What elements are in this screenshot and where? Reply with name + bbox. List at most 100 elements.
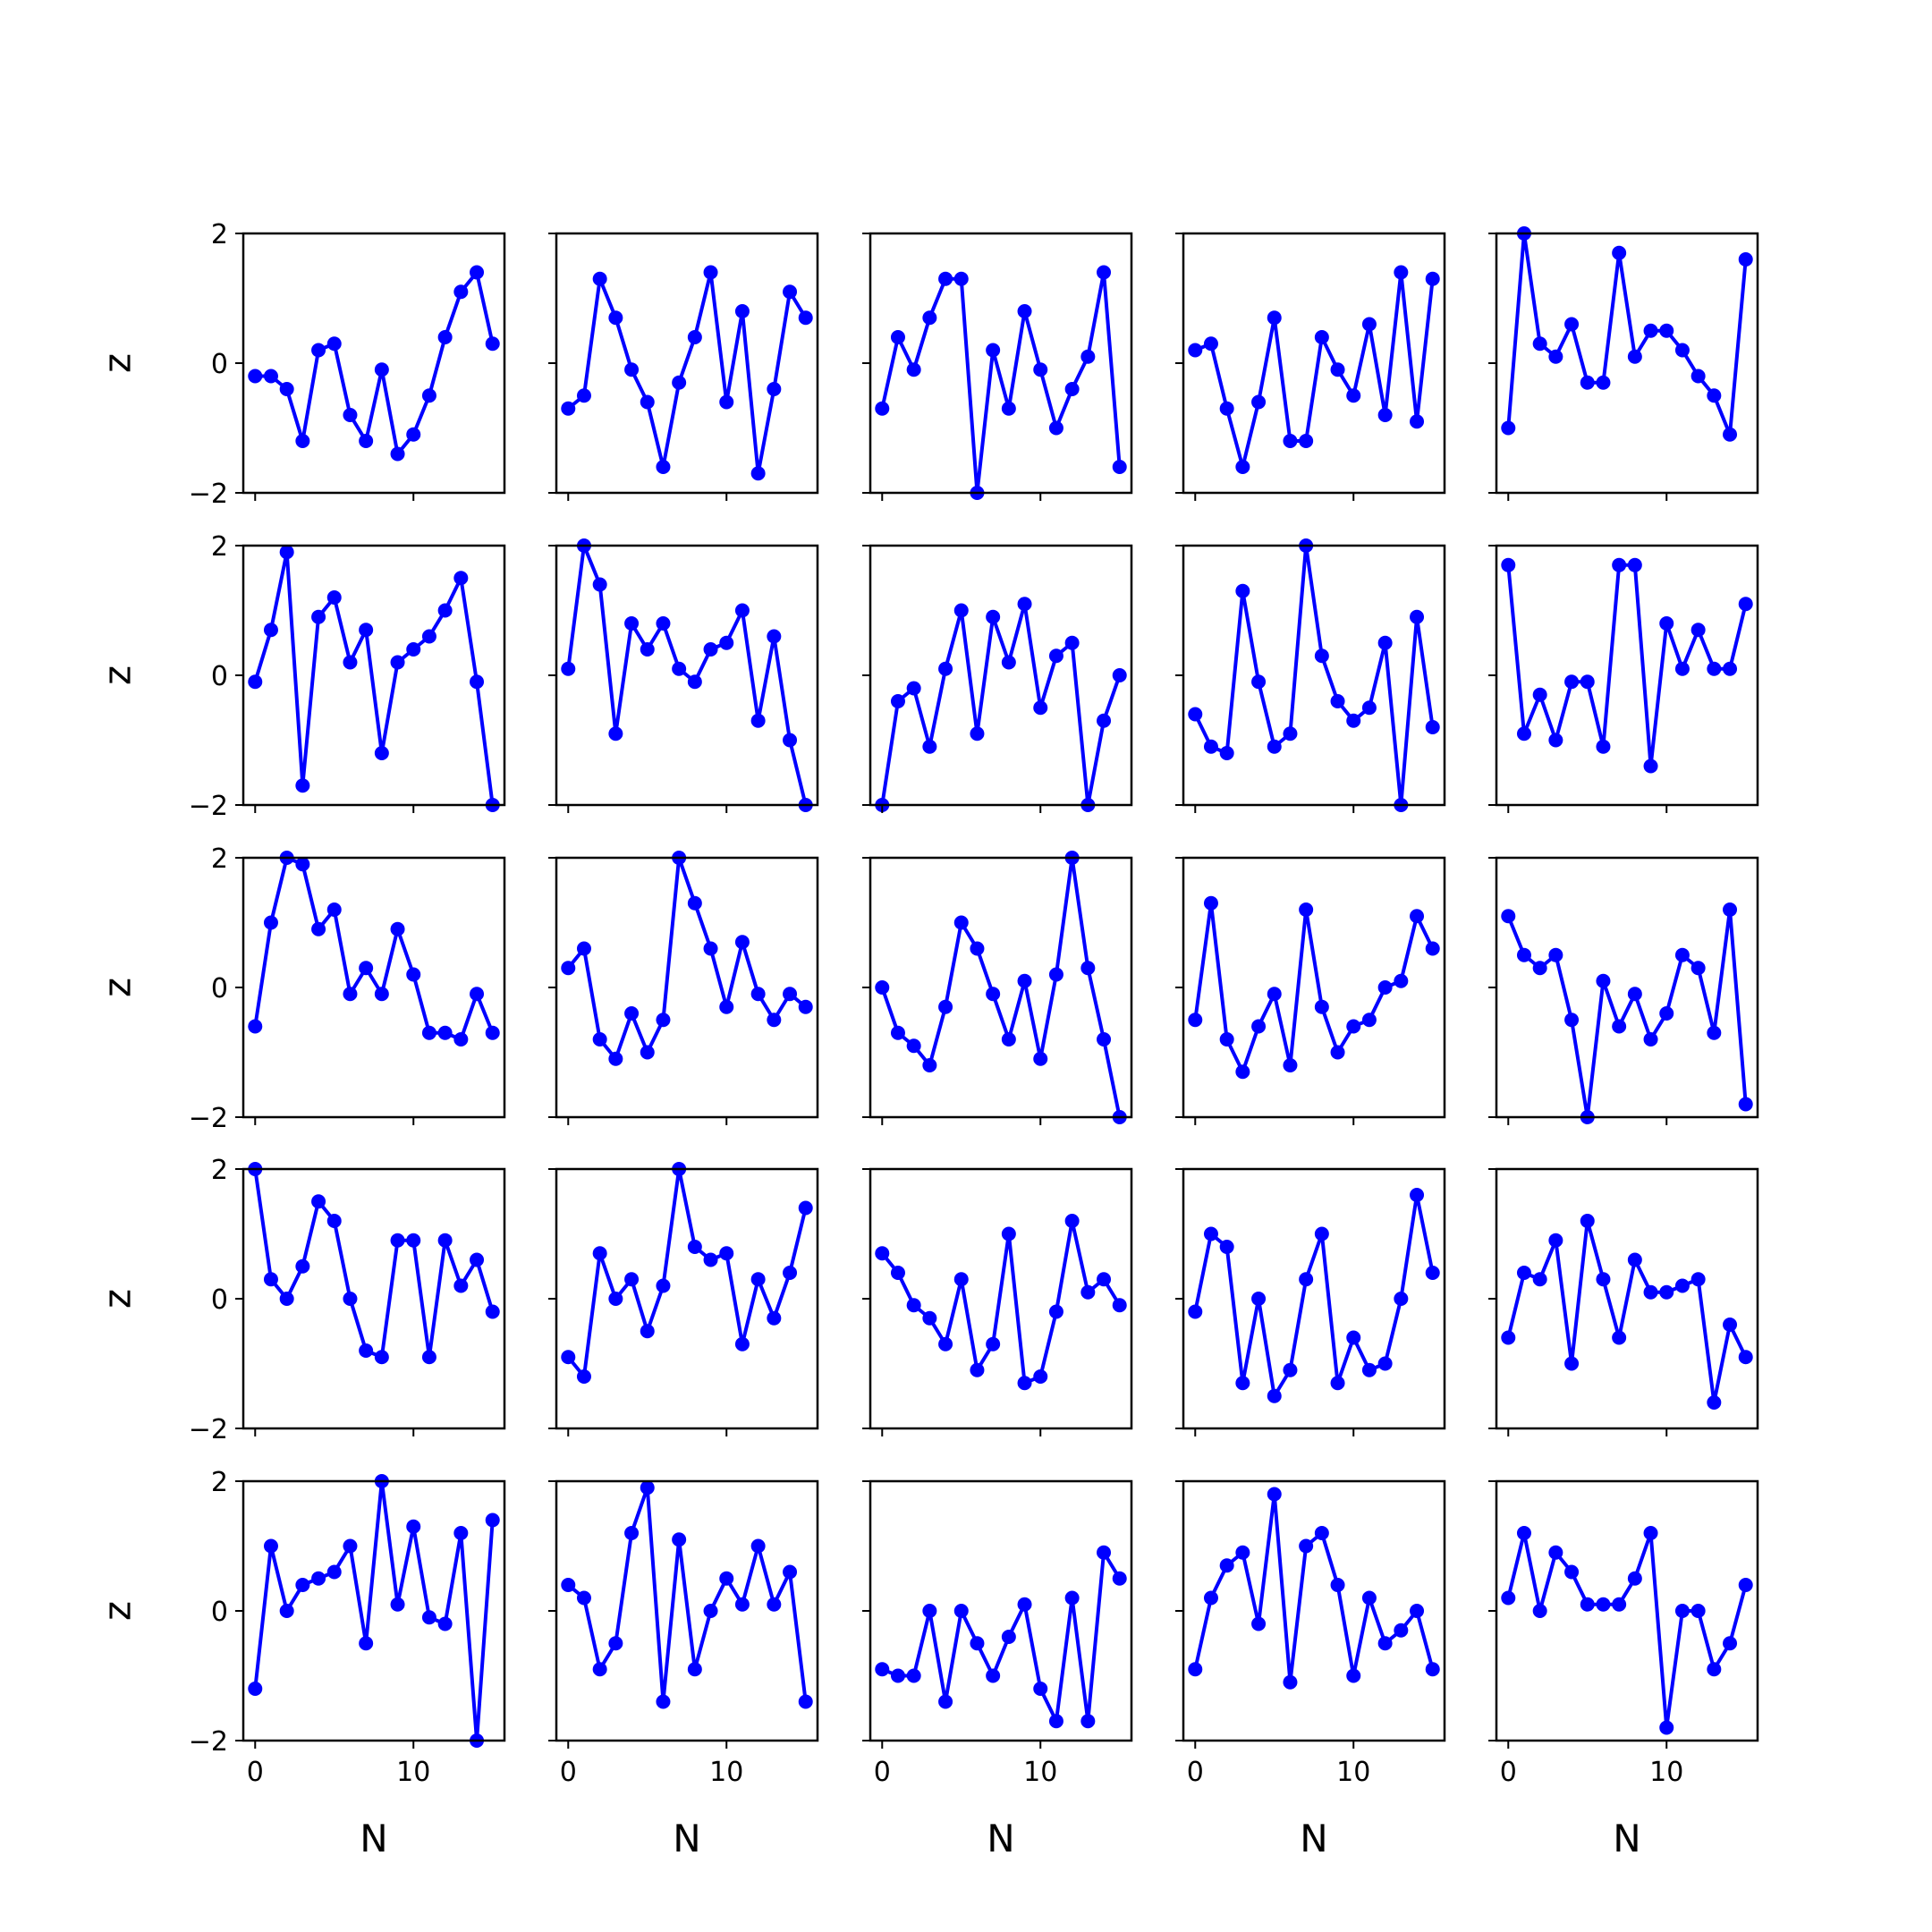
data-point-23-9	[1001, 1630, 1016, 1644]
data-point-5-10	[1643, 323, 1658, 338]
data-point-24-7	[1283, 1674, 1298, 1690]
series-line-10	[1506, 563, 1748, 768]
data-point-15-14	[1707, 1025, 1722, 1040]
data-point-24-2	[1203, 1590, 1218, 1606]
data-point-20-10	[1643, 1284, 1658, 1300]
data-point-20-3	[1532, 1272, 1547, 1287]
data-point-19-10	[1330, 1376, 1345, 1391]
data-point-12-11	[719, 999, 734, 1014]
data-point-22-9	[687, 1662, 702, 1677]
data-point-11-10	[390, 921, 405, 936]
data-point-23-8	[986, 1668, 1001, 1683]
data-point-13-7	[970, 941, 985, 956]
data-point-11-14	[453, 1032, 469, 1046]
data-point-21-6	[326, 1564, 342, 1580]
data-point-10-4	[1548, 733, 1563, 748]
series-line-1	[255, 270, 495, 456]
data-point-7-14	[767, 629, 782, 644]
data-point-4-5	[1251, 394, 1267, 410]
data-point-13-5	[938, 999, 953, 1014]
data-point-20-12	[1674, 1278, 1690, 1293]
y-axis-label: z	[96, 978, 140, 997]
y-axis-label: z	[96, 665, 140, 685]
data-point-4-14	[1394, 265, 1409, 280]
data-point-17-16	[798, 1200, 813, 1216]
data-point-13-10	[1017, 973, 1032, 988]
data-point-7-9	[687, 674, 702, 690]
data-point-11-13	[437, 1025, 453, 1040]
data-point-2-3	[592, 271, 607, 286]
data-point-23-2	[890, 1668, 905, 1683]
data-point-7-4	[608, 726, 623, 741]
series-line-12	[566, 858, 807, 1061]
data-point-11-8	[359, 961, 374, 976]
data-point-3-14	[1080, 349, 1096, 364]
data-point-2-2	[576, 388, 591, 403]
data-point-15-7	[1596, 973, 1611, 988]
data-point-10-1	[1501, 557, 1516, 572]
data-point-22-14	[767, 1597, 782, 1612]
data-point-12-12	[734, 935, 750, 950]
y-tick-label: 2	[211, 219, 228, 250]
data-point-21-10	[390, 1597, 405, 1612]
data-point-4-4	[1235, 460, 1250, 474]
data-point-13-14	[1080, 961, 1096, 976]
data-point-16-3	[279, 1292, 294, 1306]
data-point-4-9	[1314, 330, 1329, 344]
data-point-15-3	[1532, 961, 1547, 976]
series-line-20	[1506, 1219, 1748, 1404]
axes-frame-12	[555, 856, 819, 1119]
data-point-16-13	[437, 1233, 453, 1248]
data-point-5-3	[1532, 336, 1547, 352]
y-tick-label: 0	[211, 1284, 228, 1316]
data-point-2-10	[703, 265, 718, 280]
data-point-15-12	[1674, 947, 1690, 962]
y-tick-label: 0	[211, 349, 228, 380]
data-point-6-7	[343, 655, 358, 670]
data-point-14-14	[1394, 973, 1409, 988]
series-line-14	[1193, 901, 1435, 1074]
x-tick-label: 10	[1023, 1757, 1057, 1788]
data-point-1-14	[453, 284, 469, 300]
data-point-12-3	[592, 1032, 607, 1046]
data-point-14-5	[1251, 1019, 1267, 1034]
data-point-20-2	[1516, 1266, 1531, 1280]
series-line-4	[1194, 270, 1435, 469]
data-point-10-6	[1580, 674, 1595, 690]
data-point-24-11	[1346, 1668, 1361, 1683]
data-point-14-2	[1203, 895, 1218, 911]
data-point-24-3	[1219, 1558, 1234, 1573]
data-point-16-2	[263, 1272, 278, 1287]
data-point-22-2	[576, 1590, 591, 1606]
data-point-3-8	[986, 343, 1001, 358]
data-point-9-10	[1330, 694, 1345, 708]
data-point-9-7	[1283, 726, 1298, 741]
data-point-20-1	[1501, 1330, 1516, 1345]
data-point-23-4	[922, 1604, 937, 1618]
data-point-12-1	[561, 961, 576, 976]
data-point-15-2	[1516, 947, 1531, 962]
data-point-17-5	[624, 1272, 640, 1287]
y-tick-label: −2	[189, 791, 228, 822]
y-tick-label: −2	[189, 1414, 228, 1445]
data-point-9-3	[1219, 746, 1234, 760]
data-point-19-9	[1314, 1226, 1329, 1241]
data-point-6-6	[326, 590, 342, 605]
data-point-16-4	[295, 1258, 310, 1274]
data-point-15-15	[1723, 902, 1738, 917]
data-point-17-13	[750, 1272, 766, 1287]
data-point-25-5	[1564, 1564, 1580, 1580]
y-tick-label: −2	[189, 479, 228, 510]
data-point-12-15	[783, 987, 798, 1002]
data-point-3-9	[1001, 401, 1016, 416]
data-point-24-8	[1299, 1538, 1314, 1554]
data-point-6-13	[437, 603, 453, 618]
data-point-10-14	[1707, 661, 1722, 676]
data-point-11-7	[343, 987, 358, 1002]
data-point-4-8	[1299, 434, 1314, 448]
x-tick-label: 10	[1649, 1757, 1683, 1788]
data-point-2-5	[624, 362, 640, 377]
data-point-2-9	[687, 330, 702, 344]
data-point-10-15	[1723, 661, 1738, 676]
data-point-9-12	[1361, 700, 1377, 716]
